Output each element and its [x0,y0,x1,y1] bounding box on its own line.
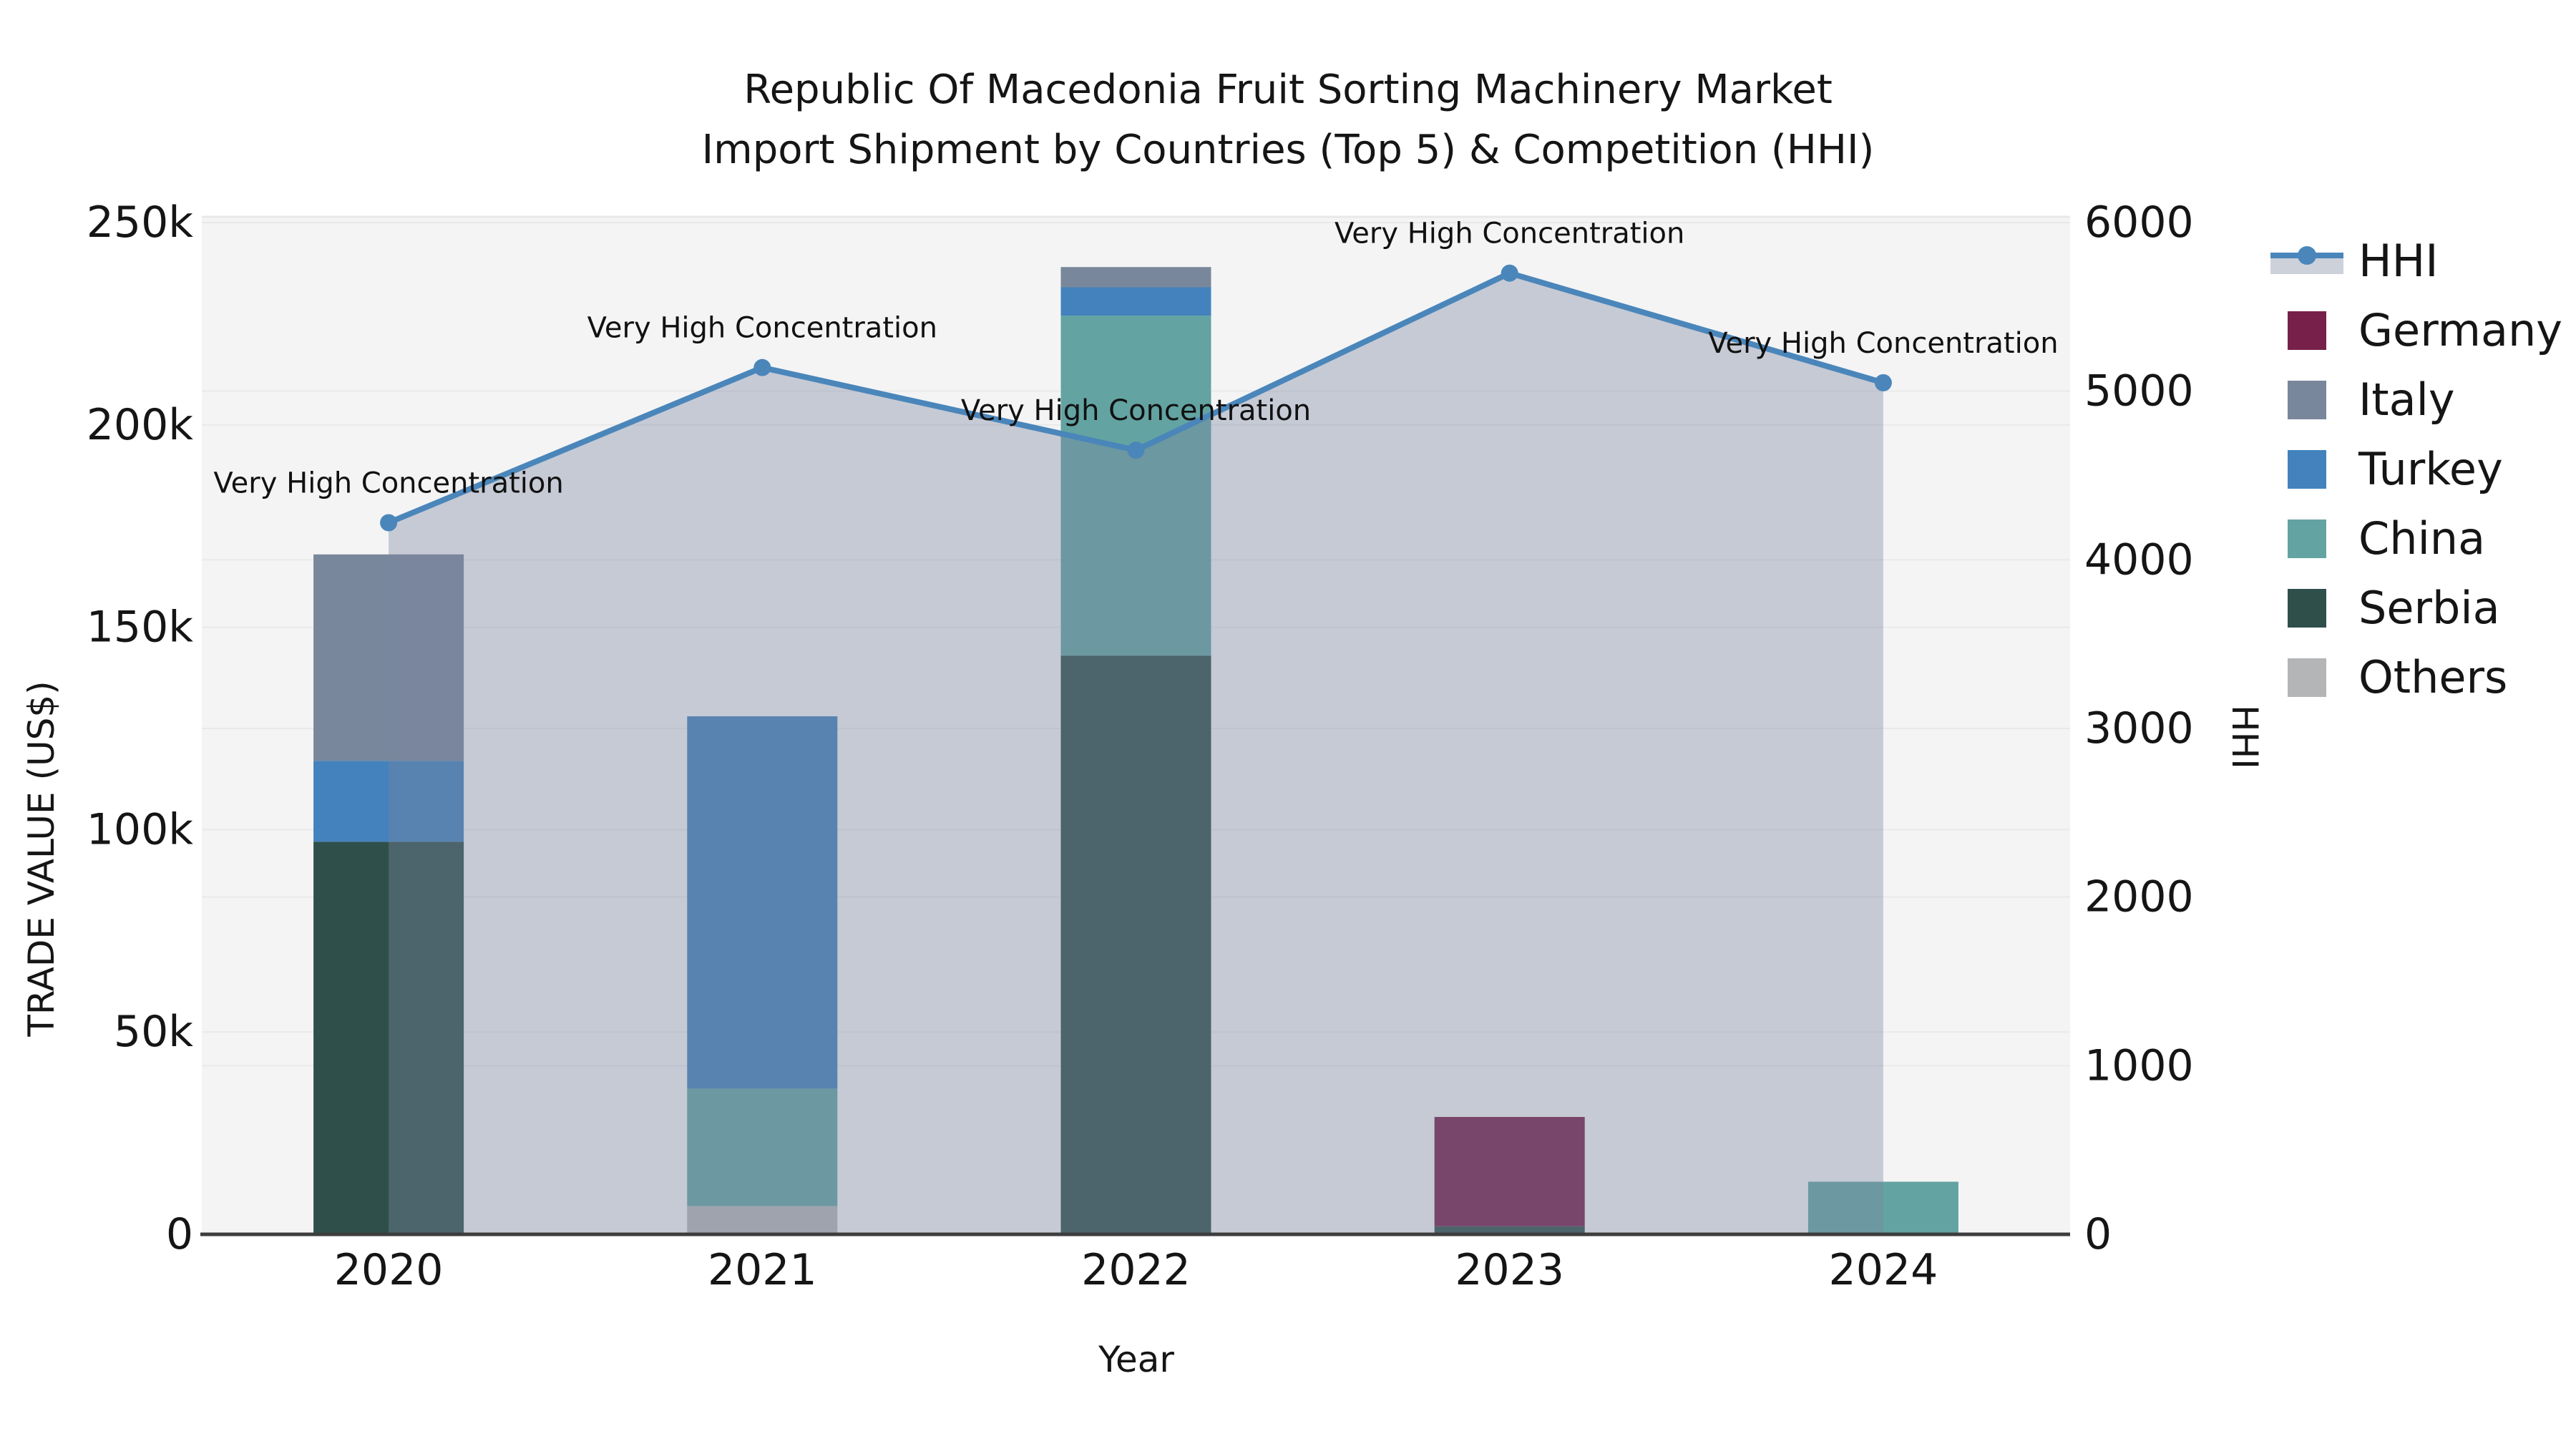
legend-swatch-serbia [2267,588,2347,628]
legend-label-serbia: Serbia [2358,582,2500,634]
chart-title-line1: Republic Of Macedonia Fruit Sorting Mach… [743,67,1833,113]
y-right-tick-4000: 4000 [2084,535,2194,585]
legend-swatch-turkey [2267,449,2347,489]
y-right-tick-1000: 1000 [2084,1040,2194,1091]
y-axis-right-label: HHI [2224,705,2265,769]
color-patch-icon-turkey [2288,449,2326,489]
y-right-tick-0: 0 [2084,1209,2112,1259]
legend-label-hhi: HHI [2358,235,2439,287]
annotation-2022: Very High Concentration [961,394,1311,427]
legend-item-serbia: Serbia [2267,573,2562,643]
hhi-line-marker-icon [2270,245,2343,274]
chart-title-line2: Import Shipment by Countries (Top 5) & C… [701,127,1875,173]
legend-label-turkey: Turkey [2358,443,2503,495]
y-right-tick-5000: 5000 [2084,366,2194,416]
legend-swatch-italy [2267,380,2347,419]
legend-swatch-others [2267,658,2347,697]
legend-label-italy: Italy [2358,374,2455,426]
hhi-marker-2021 [753,358,771,376]
legend-item-china: China [2267,504,2562,573]
hhi-marker-2020 [380,514,398,532]
bar-segment-turkey-2020 [313,761,464,842]
color-patch-icon-others [2288,658,2326,697]
y-left-tick-250k: 250k [87,197,194,248]
bar-segment-serbia-2022 [1060,655,1211,1234]
color-patch-icon-serbia [2288,588,2326,628]
legend-label-others: Others [2358,651,2508,703]
bar-segment-china-2021 [687,1088,838,1206]
y-right-tick-2000: 2000 [2084,872,2194,922]
bar-segment-others-2021 [687,1206,838,1234]
hhi-area-fill [389,273,1883,1235]
annotation-2021: Very High Concentration [587,312,937,345]
x-tick-2020: 2020 [334,1245,444,1295]
legend-label-germany: Germany [2358,304,2562,356]
bar-segment-china-2022 [1060,316,1211,656]
y-left-tick-200k: 200k [87,400,194,450]
bar-segment-italy-2022 [1060,267,1211,288]
bar-segment-italy-2020 [313,554,464,761]
hhi-marker-2024 [1874,374,1892,391]
y-right-tick-6000: 6000 [2084,197,2194,248]
legend-swatch-hhi [2267,245,2347,274]
annotation-2024: Very High Concentration [1708,327,2058,360]
legend-swatch-germany [2267,311,2347,350]
legend-item-hhi: HHI [2267,226,2562,296]
bar-segment-serbia-2020 [313,841,464,1234]
legend-label-china: China [2358,512,2486,565]
bar-segment-serbia-2023 [1434,1226,1585,1234]
color-patch-icon-germany [2288,311,2326,350]
x-tick-2022: 2022 [1081,1245,1191,1295]
bar-segment-turkey-2022 [1060,287,1211,316]
legend-item-italy: Italy [2267,365,2562,434]
color-patch-icon-china [2288,519,2326,558]
bar-segment-germany-2023 [1434,1116,1585,1226]
hhi-marker-2023 [1501,264,1518,282]
x-axis-label: Year [1098,1339,1174,1380]
bar-segment-china-2024 [1807,1181,1958,1234]
hhi-marker-2022 [1127,441,1145,459]
annotation-2023: Very High Concentration [1335,218,1684,250]
hhi-legend-dot [2298,245,2316,265]
legend-item-germany: Germany [2267,296,2562,365]
y-left-tick-150k: 150k [87,602,194,653]
legend: HHI Germany Italy Turkey China Serbia Others [2267,226,2562,712]
x-tick-2023: 2023 [1455,1245,1564,1295]
color-patch-icon-italy [2288,380,2326,419]
y-right-tick-3000: 3000 [2084,703,2194,753]
legend-item-others: Others [2267,643,2562,712]
chart-title: Republic Of Macedonia Fruit Sorting Mach… [0,60,2576,180]
x-tick-2021: 2021 [708,1245,817,1295]
annotation-2020: Very High Concentration [213,467,563,499]
y-left-tick-0: 0 [166,1209,193,1259]
y-left-tick-100k: 100k [87,804,194,854]
y-left-tick-50k: 50k [114,1007,193,1057]
x-tick-2024: 2024 [1829,1245,1938,1295]
bar-segment-turkey-2021 [687,716,838,1089]
legend-item-turkey: Turkey [2267,434,2562,504]
legend-swatch-china [2267,519,2347,558]
y-axis-left-label: TRADE VALUE (US$) [21,680,62,1037]
